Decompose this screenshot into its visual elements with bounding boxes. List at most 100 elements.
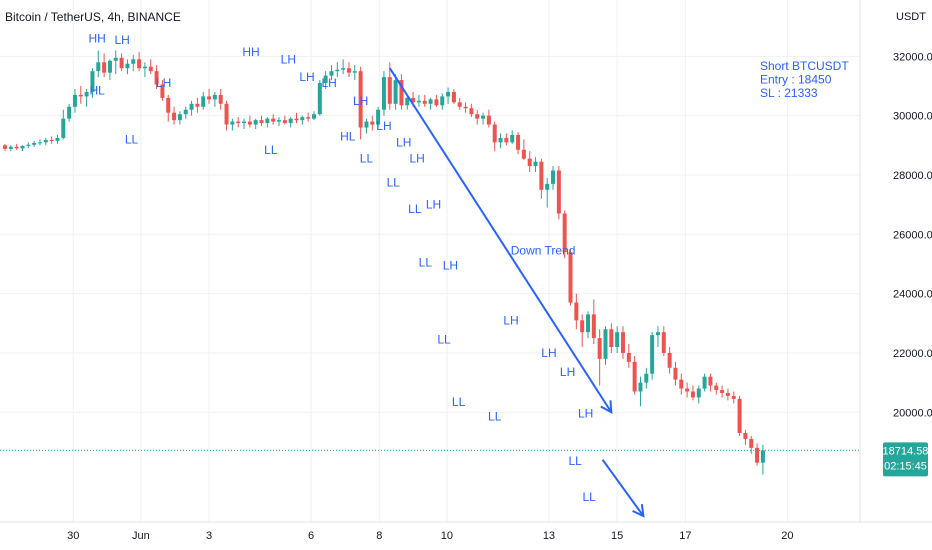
candle[interactable] [381, 71, 386, 116]
candle[interactable] [760, 444, 765, 475]
structure-label[interactable]: LH [410, 152, 425, 166]
candle[interactable] [137, 51, 142, 72]
candle[interactable] [294, 112, 299, 124]
candle[interactable] [650, 332, 655, 380]
candle[interactable] [667, 347, 672, 374]
structure-label[interactable]: LH [426, 198, 441, 212]
candle[interactable] [586, 311, 590, 339]
candle[interactable] [516, 131, 521, 155]
candle[interactable] [259, 115, 264, 127]
candle[interactable] [43, 137, 48, 146]
candle[interactable] [720, 385, 725, 398]
candle[interactable] [743, 430, 748, 445]
candle[interactable] [644, 367, 649, 389]
candle[interactable] [32, 140, 37, 147]
structure-label[interactable]: LL [264, 143, 278, 157]
candle[interactable] [451, 88, 456, 104]
candle[interactable] [469, 103, 474, 118]
candle[interactable] [364, 118, 369, 134]
candle[interactable] [277, 117, 282, 127]
candle[interactable] [440, 93, 445, 110]
structure-label[interactable]: HH [88, 32, 105, 46]
candle[interactable] [521, 139, 526, 161]
candle[interactable] [737, 395, 742, 436]
candle[interactable] [247, 115, 252, 128]
candle[interactable] [306, 112, 311, 122]
candle[interactable] [655, 326, 660, 348]
candle[interactable] [481, 112, 486, 125]
candle[interactable] [731, 391, 736, 404]
candle[interactable] [504, 133, 509, 146]
structure-label[interactable]: LH [156, 76, 171, 90]
candle[interactable] [218, 88, 223, 110]
candle[interactable] [37, 139, 42, 146]
structure-label[interactable]: LL [568, 454, 582, 468]
candle[interactable] [562, 210, 567, 259]
structure-label[interactable]: LH [281, 52, 296, 66]
candle[interactable] [207, 88, 212, 104]
price-axis[interactable]: 20000.00 22000.00 24000.00 26000.00 28000.00… [859, 0, 932, 522]
structure-label[interactable]: LH [541, 346, 556, 360]
candle[interactable] [387, 62, 392, 110]
candle[interactable] [632, 355, 637, 395]
candle[interactable] [690, 385, 695, 401]
candle[interactable] [370, 115, 375, 131]
candle[interactable] [498, 133, 503, 149]
candle[interactable] [177, 111, 182, 125]
structure-label[interactable]: LH [353, 94, 368, 108]
candle[interactable] [539, 158, 544, 199]
structure-label[interactable]: LL [582, 490, 596, 504]
candle[interactable] [725, 388, 730, 401]
candle[interactable] [224, 100, 229, 131]
candle[interactable] [597, 329, 602, 386]
candle[interactable] [615, 326, 620, 353]
candle[interactable] [486, 109, 491, 128]
candle[interactable] [609, 323, 614, 353]
candle[interactable] [8, 145, 13, 152]
structure-label[interactable]: LL [419, 255, 433, 269]
candle[interactable] [14, 143, 19, 150]
candle[interactable] [300, 115, 305, 125]
candle[interactable] [288, 117, 293, 128]
candle[interactable] [533, 157, 538, 173]
candle[interactable] [311, 111, 316, 121]
candle[interactable] [26, 142, 31, 149]
candle[interactable] [696, 385, 701, 404]
trend-label[interactable]: Down Trend [511, 244, 576, 258]
time-axis[interactable]: 30 Jun 3 6 8 10 13 15 17 20 [0, 521, 932, 542]
candle[interactable] [352, 65, 357, 81]
candle[interactable] [591, 299, 596, 345]
candle[interactable] [399, 74, 404, 110]
candle[interactable] [195, 97, 200, 113]
structure-label[interactable]: LH [376, 119, 391, 133]
candle[interactable] [72, 88, 77, 113]
candle[interactable] [113, 50, 118, 75]
candle[interactable] [201, 91, 206, 110]
candle[interactable] [61, 109, 66, 140]
symbol-title-group[interactable]: Bitcoin / TetherUS, 4h, BINANCE [5, 10, 181, 24]
candle[interactable] [574, 293, 579, 330]
candle[interactable] [78, 86, 83, 104]
candle[interactable] [556, 166, 561, 220]
candle[interactable] [551, 166, 556, 190]
candle[interactable] [3, 143, 7, 152]
candle[interactable] [55, 134, 60, 144]
candle[interactable] [422, 94, 427, 107]
candle[interactable] [84, 88, 89, 107]
candle[interactable] [620, 326, 625, 359]
structure-label[interactable]: LL [452, 395, 466, 409]
structure-label[interactable]: LH [321, 76, 336, 90]
candle[interactable] [475, 109, 480, 125]
candle[interactable] [166, 94, 171, 122]
candle[interactable] [457, 97, 462, 110]
structure-label[interactable]: HH [242, 45, 259, 59]
candle[interactable] [376, 106, 381, 128]
candle[interactable] [20, 145, 25, 152]
candle[interactable] [142, 62, 147, 78]
candle[interactable] [708, 373, 713, 392]
candle[interactable] [90, 68, 95, 98]
candle[interactable] [154, 65, 159, 89]
structure-label[interactable]: LL [437, 333, 451, 347]
candle[interactable] [755, 443, 760, 466]
